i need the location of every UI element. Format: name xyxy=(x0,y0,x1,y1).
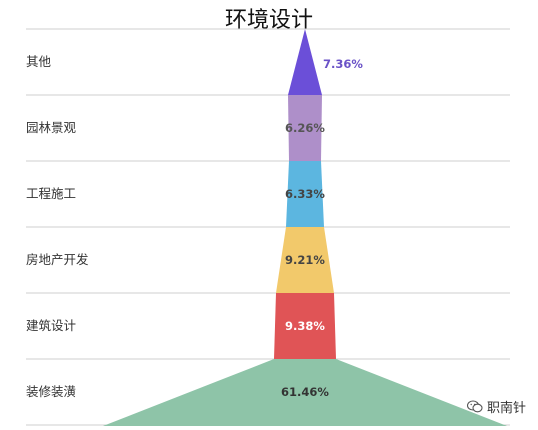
value-label: 9.38% xyxy=(285,319,325,333)
funnel-segments xyxy=(103,29,507,426)
value-label: 6.26% xyxy=(285,121,325,135)
category-label: 其他 xyxy=(26,54,52,69)
value-label: 7.36% xyxy=(323,57,363,71)
category-label: 建筑设计 xyxy=(26,318,76,333)
value-label: 9.21% xyxy=(285,253,325,267)
category-label: 园林景观 xyxy=(26,120,77,135)
funnel-segment xyxy=(274,293,336,359)
category-label: 房地产开发 xyxy=(26,252,89,267)
funnel-segment xyxy=(103,359,507,426)
watermark: 职南针 xyxy=(466,397,526,416)
value-label: 6.33% xyxy=(285,187,325,201)
category-label: 装修装潢 xyxy=(26,384,76,399)
watermark-text: 职南针 xyxy=(486,401,526,416)
funnel-segment xyxy=(286,161,324,227)
value-label: 61.46% xyxy=(281,385,329,399)
funnel-segment xyxy=(288,95,322,161)
funnel-segment xyxy=(276,227,334,293)
category-label: 工程施工 xyxy=(26,186,76,201)
value-labels: 7.36% 6.26% 6.33% 9.21% 9.38% 61.46% xyxy=(281,57,363,399)
wechat-icon xyxy=(466,400,483,413)
funnel-segment xyxy=(288,29,322,95)
